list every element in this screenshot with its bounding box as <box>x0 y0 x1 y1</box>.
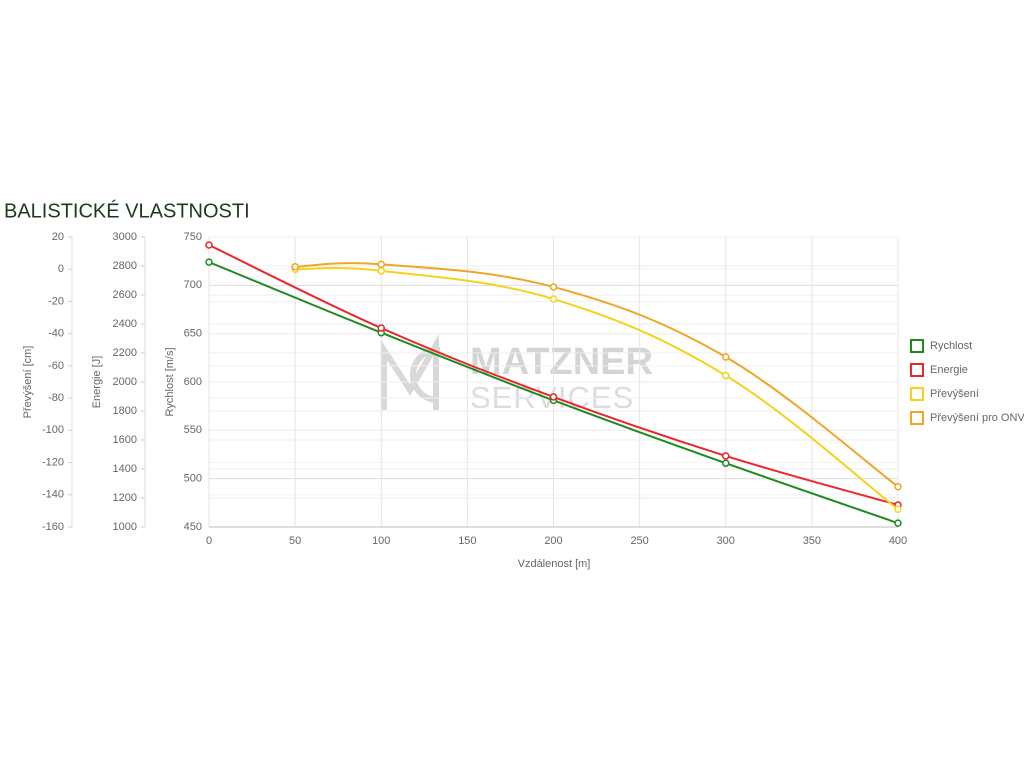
watermark-logo <box>381 333 441 410</box>
y3-tick-label: 0 <box>58 263 64 275</box>
data-point <box>722 459 730 467</box>
y2-tick-label: 1800 <box>113 405 137 417</box>
y2-tick-label: 1400 <box>113 463 137 475</box>
x-tick-label: 150 <box>458 535 476 547</box>
legend-label: Energie <box>930 364 968 376</box>
legend-swatch <box>910 363 924 377</box>
legend-swatch <box>910 387 924 401</box>
y3-tick-label: 20 <box>52 231 64 243</box>
y2-tick-label: 1200 <box>113 492 137 504</box>
y3-tick-label: -60 <box>48 360 64 372</box>
legend-swatch <box>910 339 924 353</box>
data-point <box>205 258 213 266</box>
y3-axis-label: Převýšení [cm] <box>22 346 34 419</box>
data-point <box>205 241 213 249</box>
y-tick-label: 650 <box>184 328 202 340</box>
x-tick-label: 0 <box>206 535 212 547</box>
y3-tick-label: -100 <box>42 424 64 436</box>
y-tick-label: 600 <box>184 376 202 388</box>
y3-tick-label: -120 <box>42 456 64 468</box>
x-tick-label: 100 <box>372 535 390 547</box>
y-tick-label: 750 <box>184 231 202 243</box>
y3-tick-label: -160 <box>42 521 64 533</box>
x-tick-label: 200 <box>544 535 562 547</box>
data-point <box>549 393 558 401</box>
y2-tick-label: 2800 <box>113 260 137 272</box>
y-tick-label: 450 <box>184 521 202 533</box>
y2-axis-label: Energie [J] <box>91 356 103 409</box>
series-line <box>295 262 899 488</box>
grid <box>208 236 899 528</box>
x-tick-label: 300 <box>717 535 735 547</box>
legend-label: Převýšení <box>930 388 979 400</box>
y-tick-label: 500 <box>184 473 202 485</box>
y3-tick-label: -80 <box>48 392 64 404</box>
y2-tick-label: 2200 <box>113 347 137 359</box>
series-line <box>295 267 899 511</box>
data-point <box>549 283 558 291</box>
y3-tick-label: -40 <box>48 328 64 340</box>
watermark: MATZNER SERVICES <box>381 333 653 415</box>
data-point <box>377 324 385 332</box>
data-point <box>722 371 730 380</box>
y3-tick-label: -140 <box>42 489 64 501</box>
y2-tick-label: 1600 <box>113 434 137 446</box>
y-axis-label: Rychlost [m/s] <box>164 347 176 416</box>
legend-swatch <box>910 411 924 425</box>
x-tick-label: 350 <box>803 535 821 547</box>
data-point <box>722 353 730 361</box>
y2-tick-label: 1000 <box>113 521 137 533</box>
legend-label: Rychlost <box>930 340 972 352</box>
data-point <box>722 452 730 460</box>
y2-tick-label: 2600 <box>113 289 137 301</box>
y3-tick-label: -20 <box>48 295 64 307</box>
y-tick-label: 550 <box>184 424 202 436</box>
data-point <box>894 505 902 514</box>
data-point <box>894 519 902 527</box>
y2-tick-label: 2400 <box>113 318 137 330</box>
x-axis-label: Vzdálenost [m] <box>518 558 591 570</box>
y-tick-label: 700 <box>184 279 202 291</box>
x-tick-label: 250 <box>630 535 648 547</box>
y2-tick-label: 2000 <box>113 376 137 388</box>
data-point <box>549 295 558 303</box>
x-tick-label: 50 <box>289 535 301 547</box>
legend-label: Převýšení pro ONV <box>930 412 1024 424</box>
chart-title: BALISTICKÉ VLASTNOSTI <box>4 199 250 222</box>
data-point <box>291 263 299 271</box>
y2-tick-label: 3000 <box>113 231 137 243</box>
data-point <box>377 260 385 269</box>
x-tick-label: 400 <box>889 535 907 547</box>
data-point <box>377 267 385 275</box>
data-point <box>894 482 902 491</box>
